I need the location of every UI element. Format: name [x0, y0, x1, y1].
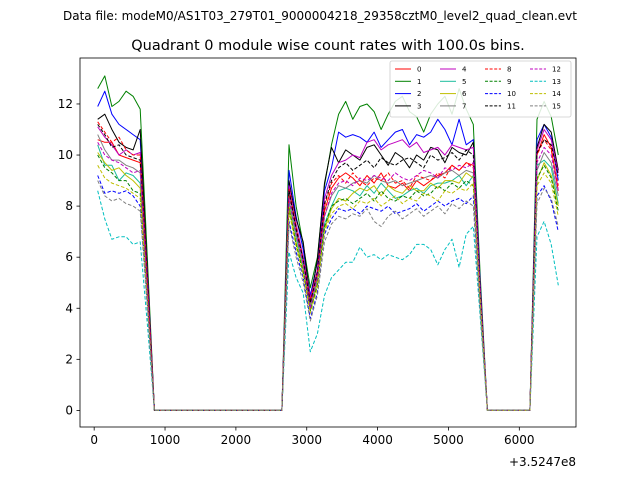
chart-suptitle: Data file: modeM0/AS1T03_279T01_90000042…: [63, 9, 577, 23]
x-axis: 0 1000 2000 3000 4000 5000 6000: [90, 427, 535, 447]
legend-label-3: 3: [417, 102, 421, 110]
y-tick-label: 0: [65, 403, 73, 417]
legend-box: [389, 60, 572, 118]
legend-label-14: 14: [552, 90, 561, 98]
legend-label-8: 8: [507, 66, 511, 74]
y-tick-label: 12: [58, 97, 73, 111]
x-offset-label: +3.5247e8: [509, 455, 576, 469]
x-tick-label: 3000: [291, 433, 322, 447]
series-line-7: [97, 134, 559, 411]
x-tick-label: 0: [90, 433, 98, 447]
legend-label-5: 5: [462, 78, 466, 86]
legend-label-13: 13: [552, 78, 561, 86]
plot-frame: [79, 57, 577, 428]
legend-label-10: 10: [507, 90, 516, 98]
legend-label-12: 12: [552, 66, 561, 74]
legend-label-7: 7: [462, 102, 466, 110]
series-line-15: [97, 180, 559, 411]
x-tick-label: 1000: [150, 433, 181, 447]
legend-label-4: 4: [462, 66, 467, 74]
series-line-3: [97, 113, 559, 411]
chart-title: Quadrant 0 module wise count rates with …: [131, 38, 525, 54]
legend-label-0: 0: [417, 66, 421, 74]
series-layer: [97, 75, 559, 411]
x-tick-label: 4000: [362, 433, 393, 447]
legend-label-15: 15: [552, 102, 561, 110]
series-line-10: [97, 175, 559, 411]
y-tick-label: 2: [65, 352, 73, 366]
y-tick-label: 8: [65, 199, 73, 213]
series-line-1: [97, 75, 559, 411]
legend-label-2: 2: [417, 90, 421, 98]
series-line-2: [97, 90, 559, 411]
legend-label-1: 1: [417, 78, 421, 86]
legend-label-6: 6: [462, 90, 467, 98]
series-line-0: [97, 134, 559, 411]
y-tick-label: 4: [65, 301, 73, 315]
x-tick-label: 5000: [433, 433, 464, 447]
y-tick-label: 6: [65, 250, 73, 264]
legend-label-9: 9: [507, 78, 511, 86]
series-line-13: [97, 190, 559, 411]
series-line-4: [97, 126, 559, 411]
series-line-5: [97, 144, 559, 411]
x-tick-label: 6000: [504, 433, 535, 447]
series-line-12: [97, 142, 559, 411]
y-tick-label: 10: [58, 148, 73, 162]
legend-label-11: 11: [507, 102, 516, 110]
y-axis: 0 2 4 6 8 10 12: [58, 97, 80, 417]
x-tick-label: 2000: [221, 433, 252, 447]
